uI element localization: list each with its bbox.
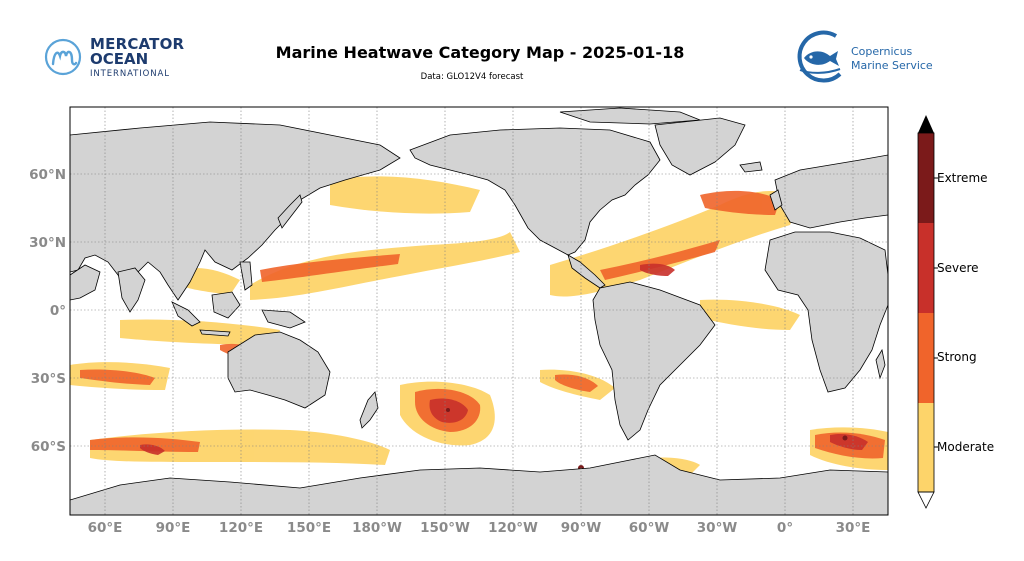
lon-tick: 120°E: [219, 520, 263, 536]
patch-strong: [80, 369, 155, 385]
land: [70, 107, 888, 515]
land-java: [199, 329, 231, 337]
lat-tick: 60°S: [31, 439, 66, 455]
lon-tick: 120°W: [488, 520, 538, 536]
patch-moderate: [700, 299, 800, 330]
colorbar-top-arrow: [918, 115, 934, 133]
lat-tick: 30°N: [29, 235, 66, 251]
lat-tick: 0°: [50, 303, 66, 319]
copernicus-line2: Marine Service: [851, 59, 933, 72]
land-central-america: [567, 254, 606, 289]
lon-tick: 30°E: [836, 520, 871, 536]
lat-tick: 30°S: [31, 371, 66, 387]
lon-tick: 150°W: [420, 520, 470, 536]
colorbar-extreme: [918, 133, 934, 223]
colorbar-severe: [918, 223, 934, 313]
colorbar-strong: [918, 313, 934, 403]
land-sumatra: [171, 301, 201, 327]
patch-moderate: [250, 232, 520, 300]
patch-moderate: [180, 268, 240, 295]
land-australia: [227, 331, 331, 409]
land-south-america: [592, 281, 716, 441]
land-europe: [774, 154, 888, 229]
page-subtitle: Data: GLO12V4 forecast: [420, 72, 524, 82]
land-arctic: [559, 107, 701, 125]
lon-tick: 90°E: [156, 520, 191, 536]
lon-tick: 30°W: [697, 520, 738, 536]
lon-tick: 60°W: [629, 520, 670, 536]
colorbar-label-extreme: Extreme: [937, 171, 988, 185]
land-africa: [764, 231, 888, 393]
mercator-brand-line2: OCEAN: [90, 50, 149, 68]
lon-tick: 150°E: [287, 520, 331, 536]
map-frame: [69, 106, 889, 516]
patch-extreme: [842, 435, 848, 441]
lon-tick: 90°W: [561, 520, 602, 536]
map-gridlines: [70, 107, 888, 515]
land-north-america: [409, 127, 661, 256]
land-india: [117, 267, 146, 313]
lat-tick: 60°N: [29, 167, 66, 183]
mercator-brand-line1: MERCATOR: [90, 35, 185, 53]
patch-extreme: [446, 408, 450, 412]
patch-strong: [260, 254, 400, 282]
mercator-logo: MERCATOR OCEAN INTERNATIONAL: [44, 34, 194, 84]
land-madagascar: [875, 348, 886, 380]
patch-moderate: [90, 429, 390, 465]
colorbar-moderate: [918, 403, 934, 492]
heatwave-patches: [70, 176, 888, 475]
copernicus-logo: Copernicus Marine Service: [792, 28, 942, 84]
copernicus-line1: Copernicus: [851, 45, 913, 58]
land-arabia: [70, 264, 101, 301]
mercator-m-icon: [44, 38, 82, 76]
patch-moderate: [330, 176, 480, 214]
colorbar-bottom-arrow: [917, 491, 935, 509]
land-greenland: [654, 117, 746, 176]
land-antarctica: [70, 454, 888, 515]
lon-tick: 0°: [777, 520, 793, 536]
land-borneo: [211, 291, 241, 319]
lon-tick-labels: 60°E 90°E 120°E 150°E 180°W 150°W 120°W …: [88, 520, 871, 536]
colorbar-label-moderate: Moderate: [937, 440, 995, 454]
lon-tick: 180°W: [352, 520, 402, 536]
patch-moderate: [120, 319, 280, 345]
land-nz: [359, 391, 379, 429]
land-iceland: [739, 161, 763, 173]
land-japan: [277, 194, 303, 229]
lat-tick-labels: 60°N 30°N 0° 30°S 60°S: [29, 167, 66, 455]
land-philippines: [239, 261, 253, 291]
colorbar-label-severe: Severe: [937, 261, 979, 275]
copernicus-fish-icon: [797, 30, 842, 83]
page-title: Marine Heatwave Category Map - 2025-01-1…: [275, 43, 685, 62]
mercator-brand-line3: INTERNATIONAL: [90, 69, 170, 79]
land-uk: [769, 189, 783, 211]
patch-strong: [600, 240, 720, 280]
colorbar-label-strong: Strong: [937, 350, 977, 364]
land-asia: [70, 121, 401, 301]
lon-tick: 60°E: [88, 520, 123, 536]
land-newguinea: [261, 309, 306, 329]
patch-strong: [700, 190, 780, 215]
colorbar: [917, 115, 938, 509]
patch-severe: [140, 444, 165, 455]
patch-strong: [555, 374, 598, 392]
